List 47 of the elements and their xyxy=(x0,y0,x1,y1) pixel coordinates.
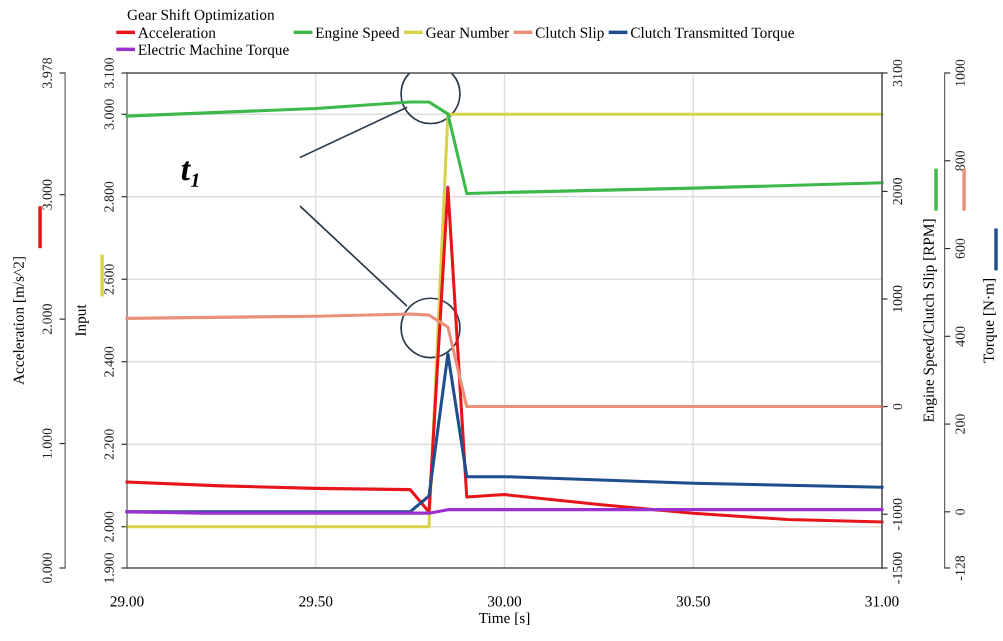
y-tick-label: 2.400 xyxy=(104,346,114,377)
x-tick-label: 29.50 xyxy=(299,596,333,607)
legend-label: Clutch Transmitted Torque xyxy=(630,27,794,41)
y-tick-label: 200 xyxy=(955,414,965,434)
y-tick-label: 3.100 xyxy=(104,57,114,88)
y-tick-label: 600 xyxy=(955,238,965,259)
legend-label: Gear Number xyxy=(426,27,510,38)
y3-tick-label: 2000 xyxy=(892,178,903,205)
y2-tick-label: 2.000 xyxy=(42,304,52,335)
y2-tick-label: 3.000 xyxy=(42,179,52,210)
y-tick-label: 3.000 xyxy=(104,99,114,130)
y-tick-label: 2.600 xyxy=(104,264,114,295)
y-tick-label: 2.800 xyxy=(104,181,114,212)
y-tick-label: -128 xyxy=(955,555,965,581)
y-tick-label: 0 xyxy=(955,508,965,515)
y3-tick-label: 3100 xyxy=(892,59,903,87)
y-axis-title: Torque [N·m] xyxy=(983,279,997,363)
y-tick-label: 2.200 xyxy=(104,429,114,460)
y2-tick-label: 0.000 xyxy=(42,552,52,584)
y2-axis-title: Acceleration [m/s^2] xyxy=(13,257,26,385)
y2-tick-label: 3.978 xyxy=(42,57,52,88)
y3-tick-label: -1500 xyxy=(892,552,903,584)
x-tick-label: 31.00 xyxy=(865,596,899,607)
legend-label: Acceleration xyxy=(138,27,216,38)
y-tick-label: 1000 xyxy=(955,59,965,86)
y-tick-label: 2.000 xyxy=(104,511,114,542)
y3-tick-label: -1000 xyxy=(892,498,903,530)
x-tick-label: 30.50 xyxy=(676,596,710,607)
y2-tick-label: 1.000 xyxy=(42,428,52,458)
line-series xyxy=(125,100,884,196)
y3-axis-title: Engine Speed/Clutch Slip [RPM] xyxy=(923,219,937,423)
x-tick-label: 29.00 xyxy=(110,596,144,607)
line-series xyxy=(125,185,884,524)
y-tick-label: 800 xyxy=(955,150,965,171)
y3-tick-label: 1000 xyxy=(892,285,903,312)
chart-title: Gear Shift Optimization xyxy=(127,8,275,24)
y-tick-label: 400 xyxy=(955,326,965,347)
y-axis-title: Input xyxy=(75,304,89,337)
y3-tick-label: 0 xyxy=(892,403,903,410)
legend-label: Engine Speed xyxy=(315,27,400,41)
annotation: t₁ xyxy=(181,161,199,187)
legend-label: Electric Machine Torque xyxy=(138,44,289,58)
x-axis-title: Time [s] xyxy=(478,612,530,626)
x-tick-label: 30.00 xyxy=(488,596,522,607)
line-series xyxy=(125,312,884,409)
y-tick-label: 1.900 xyxy=(104,552,114,583)
legend-label: Clutch Slip xyxy=(535,27,604,41)
